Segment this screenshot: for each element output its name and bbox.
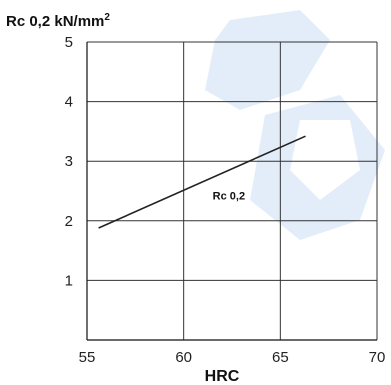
y-tick-label: 4 (65, 94, 73, 111)
y-axis-ticks: 1 2 3 4 5 (65, 34, 73, 289)
x-tick-label: 60 (175, 349, 192, 366)
series-annotation: Rc 0,2 (213, 190, 245, 202)
series-line (98, 135, 306, 229)
x-axis-label: HRC (205, 368, 240, 385)
x-axis-ticks: 55 60 65 70 (79, 349, 386, 366)
y-tick-label: 1 (65, 272, 73, 289)
y-tick-label: 5 (65, 34, 73, 51)
x-tick-label: 65 (272, 349, 289, 366)
y-axis-label: Rc 0,2 kN/mm2 (6, 12, 110, 30)
y-tick-label: 3 (65, 153, 73, 170)
series-group (98, 135, 306, 229)
x-tick-label: 70 (369, 349, 386, 366)
plot-frame (86, 42, 377, 341)
watermark-logo (205, 10, 385, 240)
x-tick-label: 55 (79, 349, 96, 366)
y-tick-label: 2 (65, 213, 73, 230)
